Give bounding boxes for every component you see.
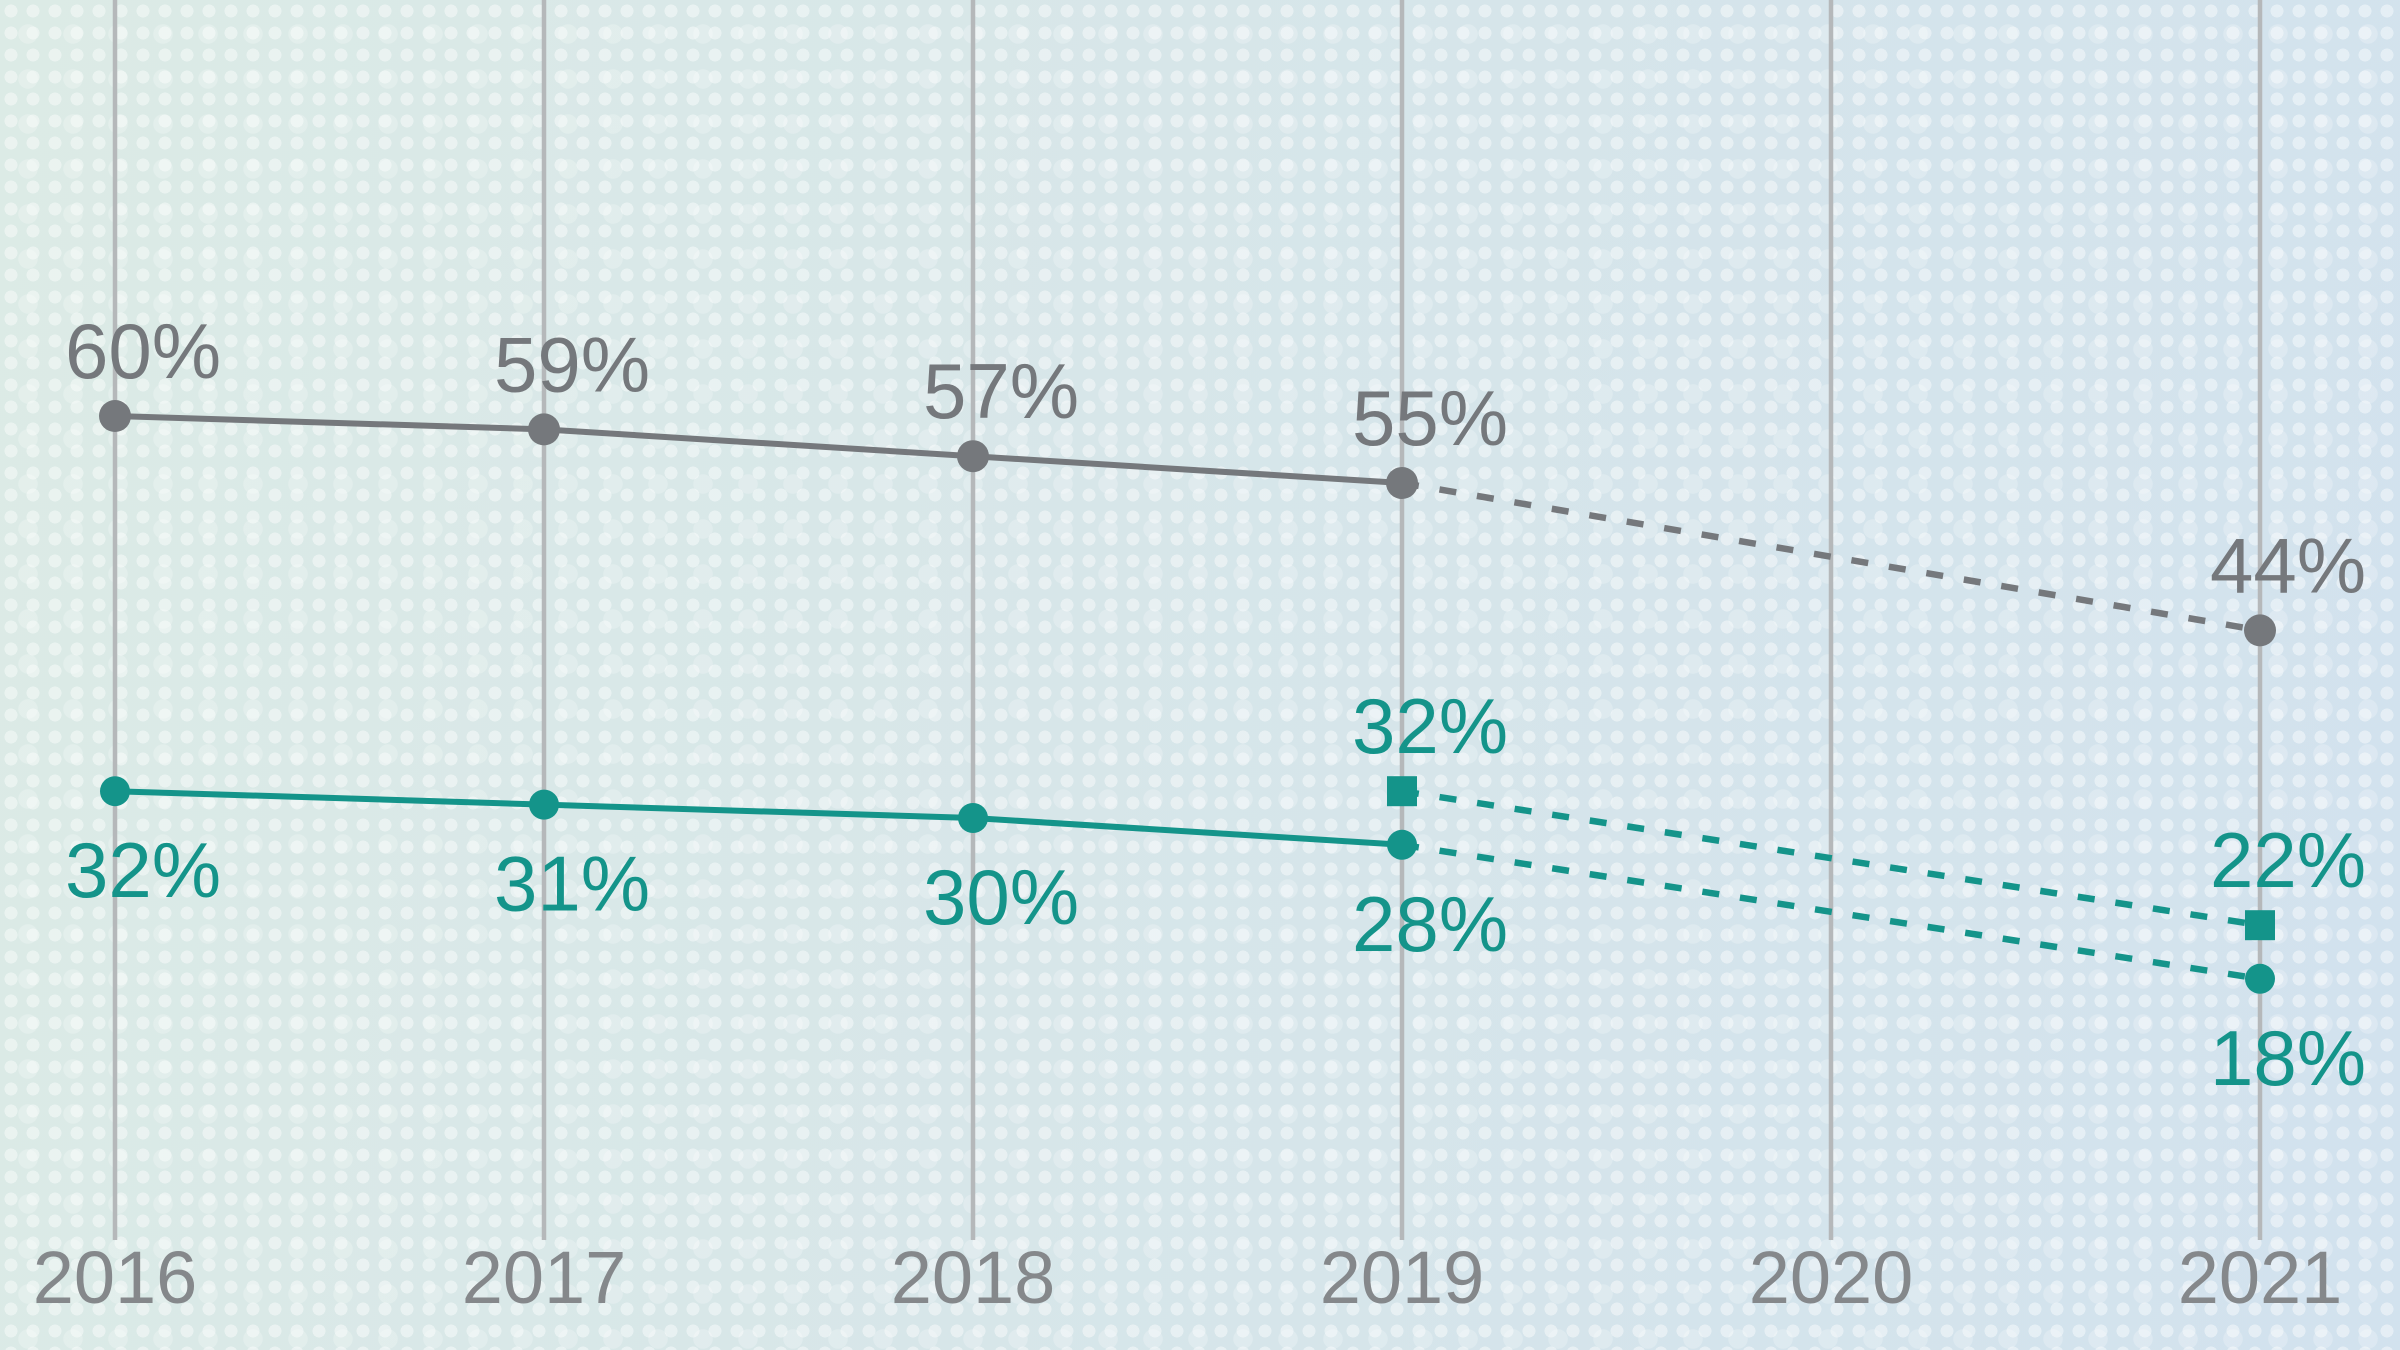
data-label: 60% bbox=[65, 307, 221, 395]
teal-circle-series-marker-circle bbox=[958, 803, 988, 833]
teal-square-series-marker-square bbox=[1387, 776, 1417, 807]
teal-circle-series-marker-circle bbox=[529, 789, 559, 820]
data-label: 32% bbox=[1352, 682, 1508, 770]
teal-circle-series-marker-circle bbox=[2245, 963, 2275, 994]
data-label: 55% bbox=[1352, 374, 1508, 462]
teal-square-series-dashed-line bbox=[1401, 787, 2261, 929]
data-label: 59% bbox=[494, 320, 650, 408]
data-label: 44% bbox=[2210, 521, 2366, 609]
data-label: 31% bbox=[494, 840, 650, 928]
teal-square-series-marker-square bbox=[2245, 910, 2275, 941]
x-axis-label: 2020 bbox=[1749, 1236, 1914, 1319]
data-label: 28% bbox=[1352, 880, 1508, 968]
gray-circle-series-marker-circle bbox=[1386, 467, 1418, 499]
x-axis-label: 2017 bbox=[462, 1236, 627, 1319]
teal-circle-series-dashed-line bbox=[1401, 841, 2261, 983]
gray-circle-series-marker-circle bbox=[957, 440, 989, 473]
gray-circle-series-marker-circle bbox=[528, 413, 560, 446]
data-label: 30% bbox=[923, 853, 1079, 941]
x-axis-label: 2018 bbox=[891, 1236, 1056, 1319]
teal-circle-series-marker-circle bbox=[1387, 829, 1417, 860]
data-label: 57% bbox=[923, 347, 1079, 435]
x-axis-label: 2019 bbox=[1320, 1236, 1485, 1319]
data-label: 18% bbox=[2210, 1014, 2366, 1102]
data-label: 32% bbox=[65, 826, 221, 914]
teal-circle-series-solid-line bbox=[112, 788, 1405, 848]
gray-circle-series-marker-circle bbox=[99, 400, 131, 432]
gray-circle-series-dashed-line bbox=[1401, 479, 2261, 634]
x-axis-label: 2016 bbox=[33, 1236, 198, 1319]
gray-circle-series-solid-line bbox=[112, 413, 1405, 486]
x-axis-label: 2021 bbox=[2178, 1236, 2343, 1319]
data-label: 22% bbox=[2210, 816, 2366, 904]
gray-circle-series-marker-circle bbox=[2244, 614, 2276, 647]
teal-circle-series-marker-circle bbox=[100, 776, 130, 807]
